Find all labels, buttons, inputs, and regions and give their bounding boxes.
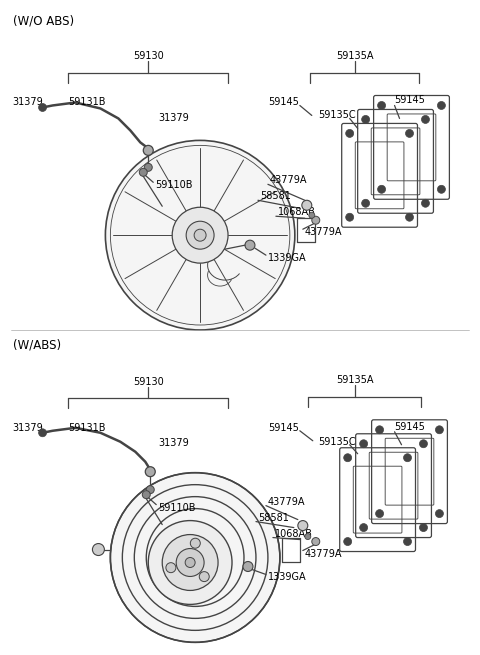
- Text: 31379: 31379: [158, 438, 189, 448]
- Circle shape: [421, 115, 430, 123]
- Circle shape: [172, 207, 228, 263]
- Text: 59145: 59145: [268, 422, 299, 433]
- Circle shape: [344, 454, 352, 462]
- Text: 59135A: 59135A: [336, 375, 373, 385]
- Text: 1068AB: 1068AB: [278, 207, 316, 217]
- Circle shape: [437, 185, 445, 193]
- Text: 1339GA: 1339GA: [268, 572, 307, 582]
- Circle shape: [162, 534, 218, 590]
- Circle shape: [344, 538, 352, 546]
- Circle shape: [312, 216, 320, 224]
- Circle shape: [194, 229, 206, 241]
- Text: 59131B: 59131B: [69, 422, 106, 433]
- Text: 59135C: 59135C: [318, 111, 355, 121]
- Circle shape: [376, 510, 384, 517]
- Text: 59130: 59130: [133, 50, 164, 60]
- Circle shape: [305, 534, 311, 540]
- Text: 59145: 59145: [268, 98, 299, 107]
- Text: 59131B: 59131B: [69, 98, 106, 107]
- Circle shape: [437, 102, 445, 109]
- Text: 59135C: 59135C: [318, 437, 355, 447]
- Circle shape: [420, 523, 428, 532]
- Circle shape: [404, 538, 411, 546]
- Circle shape: [148, 521, 232, 605]
- Circle shape: [243, 561, 253, 571]
- Circle shape: [302, 200, 312, 210]
- Circle shape: [309, 212, 315, 218]
- Circle shape: [360, 440, 368, 448]
- Text: 31379: 31379: [12, 98, 43, 107]
- Circle shape: [110, 473, 280, 643]
- Text: 59145: 59145: [395, 422, 425, 432]
- Circle shape: [376, 426, 384, 434]
- Circle shape: [378, 185, 385, 193]
- Circle shape: [38, 429, 47, 437]
- Circle shape: [421, 199, 430, 207]
- Circle shape: [185, 557, 195, 567]
- Text: 58581: 58581: [260, 191, 291, 201]
- Text: 59110B: 59110B: [158, 502, 196, 513]
- Circle shape: [144, 163, 152, 172]
- Text: 59110B: 59110B: [155, 180, 193, 191]
- Circle shape: [38, 103, 47, 111]
- Text: (W/O ABS): (W/O ABS): [12, 14, 74, 27]
- Text: (W/ABS): (W/ABS): [12, 339, 61, 352]
- Circle shape: [144, 145, 153, 155]
- Text: 1339GA: 1339GA: [268, 253, 307, 263]
- Circle shape: [361, 115, 370, 123]
- Circle shape: [378, 102, 385, 109]
- Circle shape: [404, 454, 411, 462]
- Circle shape: [186, 221, 214, 249]
- Circle shape: [166, 563, 176, 572]
- Circle shape: [245, 240, 255, 250]
- Text: 43779A: 43779A: [270, 176, 307, 185]
- Circle shape: [435, 510, 444, 517]
- Circle shape: [139, 168, 147, 176]
- Text: 31379: 31379: [158, 113, 189, 123]
- Text: 59145: 59145: [395, 96, 425, 105]
- Text: 31379: 31379: [12, 422, 43, 433]
- Text: 59135A: 59135A: [336, 50, 373, 60]
- Circle shape: [406, 130, 413, 138]
- Circle shape: [312, 538, 320, 546]
- Circle shape: [106, 140, 295, 330]
- Circle shape: [360, 523, 368, 532]
- Text: 59130: 59130: [133, 377, 164, 387]
- Circle shape: [199, 572, 209, 582]
- Circle shape: [420, 440, 428, 448]
- Text: 43779A: 43779A: [305, 227, 342, 237]
- Circle shape: [146, 485, 154, 494]
- Circle shape: [191, 538, 200, 548]
- Circle shape: [435, 426, 444, 434]
- Circle shape: [361, 199, 370, 207]
- Text: 1068AB: 1068AB: [275, 529, 313, 538]
- Circle shape: [142, 491, 150, 498]
- Circle shape: [346, 214, 354, 221]
- Text: 43779A: 43779A: [268, 496, 305, 506]
- Circle shape: [406, 214, 413, 221]
- Circle shape: [346, 130, 354, 138]
- Circle shape: [93, 544, 104, 555]
- Circle shape: [176, 548, 204, 576]
- Circle shape: [145, 467, 155, 477]
- Circle shape: [298, 521, 308, 531]
- Text: 43779A: 43779A: [305, 548, 342, 559]
- Text: 58581: 58581: [258, 513, 289, 523]
